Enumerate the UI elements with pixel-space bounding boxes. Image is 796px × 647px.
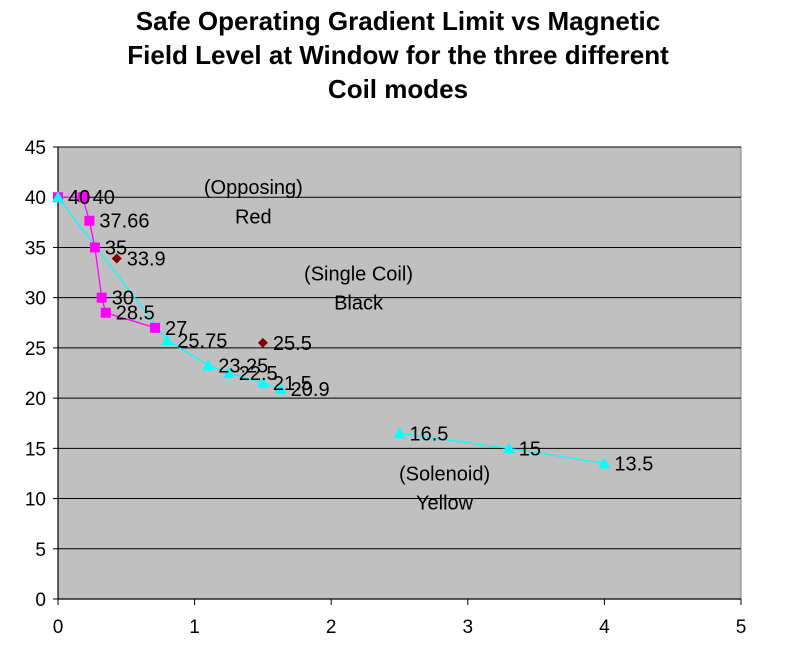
data-label: 27 xyxy=(165,318,187,340)
y-tick-label: 40 xyxy=(25,188,46,209)
chart-title-line-2: Field Level at Window for the three diff… xyxy=(127,40,669,70)
triangle-marker xyxy=(393,427,406,439)
plot-area xyxy=(57,146,742,600)
data-label: 40 xyxy=(68,187,90,209)
y-tick-label: 20 xyxy=(25,389,46,410)
x-tick-label: 5 xyxy=(736,617,747,638)
chart-title-line-1: Safe Operating Gradient Limit vs Magneti… xyxy=(135,6,661,36)
data-label: 25.5 xyxy=(273,333,312,355)
x-tick-label: 1 xyxy=(189,617,200,638)
annotation-text: (Solenoid) xyxy=(399,463,490,485)
annotation-text: Black xyxy=(334,293,384,315)
data-label: 35 xyxy=(105,237,127,259)
data-label: 20.9 xyxy=(291,379,330,401)
data-label: 21.5 xyxy=(273,373,312,395)
triangle-marker xyxy=(598,457,611,469)
y-tick-label: 0 xyxy=(35,590,46,611)
x-tick-label: 2 xyxy=(326,617,337,638)
data-label: 23.25 xyxy=(218,355,268,377)
square-marker xyxy=(77,192,88,203)
annotation-text: (Opposing) xyxy=(204,177,303,199)
y-tick-label: 10 xyxy=(25,490,46,511)
chart-title-line-3: Coil modes xyxy=(327,74,469,104)
diamond-marker xyxy=(111,253,122,264)
data-label: 30 xyxy=(112,288,134,310)
triangle-marker xyxy=(161,334,174,346)
y-tick-label: 5 xyxy=(35,540,46,561)
data-labels: 40 4037.66353028.52733.925.54025.7523.252… xyxy=(68,187,653,475)
square-marker xyxy=(100,307,111,318)
triangle-marker xyxy=(222,367,235,378)
annotations: (Opposing) Red (Single Coil) Black (Solenoid… xyxy=(204,177,490,514)
gridlines xyxy=(58,146,741,550)
square-marker xyxy=(84,215,95,226)
square-marker xyxy=(89,242,100,253)
diamond-marker xyxy=(257,337,268,348)
chart-title: Safe Operating Gradient Limit vs Magneti… xyxy=(0,4,796,106)
data-label: 15 xyxy=(519,438,541,460)
triangle-marker xyxy=(52,191,64,203)
square-marker xyxy=(96,292,107,303)
triangle-marker xyxy=(202,359,215,371)
y-tick-label: 45 xyxy=(25,138,46,159)
data-label: 13.5 xyxy=(614,453,653,475)
series-markers xyxy=(52,191,611,469)
triangle-marker xyxy=(274,383,287,395)
y-tick-label: 35 xyxy=(25,238,46,259)
data-label: 22.5 xyxy=(239,363,278,385)
x-tick-label: 3 xyxy=(463,617,474,638)
data-label: 40 xyxy=(68,187,90,209)
triangle-marker xyxy=(502,442,515,454)
x-tick-label: 0 xyxy=(53,617,64,638)
data-label: 37.66 xyxy=(99,211,149,233)
annotation-text: Red xyxy=(235,206,272,228)
data-label: 40 xyxy=(93,187,115,209)
x-tick-label: 4 xyxy=(599,617,610,638)
data-label: 28.5 xyxy=(116,303,155,325)
y-tick-label: 30 xyxy=(25,289,46,310)
annotation-text: Yellow xyxy=(416,493,474,515)
data-label: 25.75 xyxy=(177,330,227,352)
data-label: 16.5 xyxy=(410,423,449,445)
triangle-marker xyxy=(256,377,269,389)
square-marker xyxy=(149,322,160,333)
y-tick-label: 25 xyxy=(25,339,46,360)
y-tick-label: 15 xyxy=(25,439,46,460)
plot-background xyxy=(57,146,742,600)
data-label: 33.9 xyxy=(127,248,166,270)
annotation-text: (Single Coil) xyxy=(304,264,413,286)
